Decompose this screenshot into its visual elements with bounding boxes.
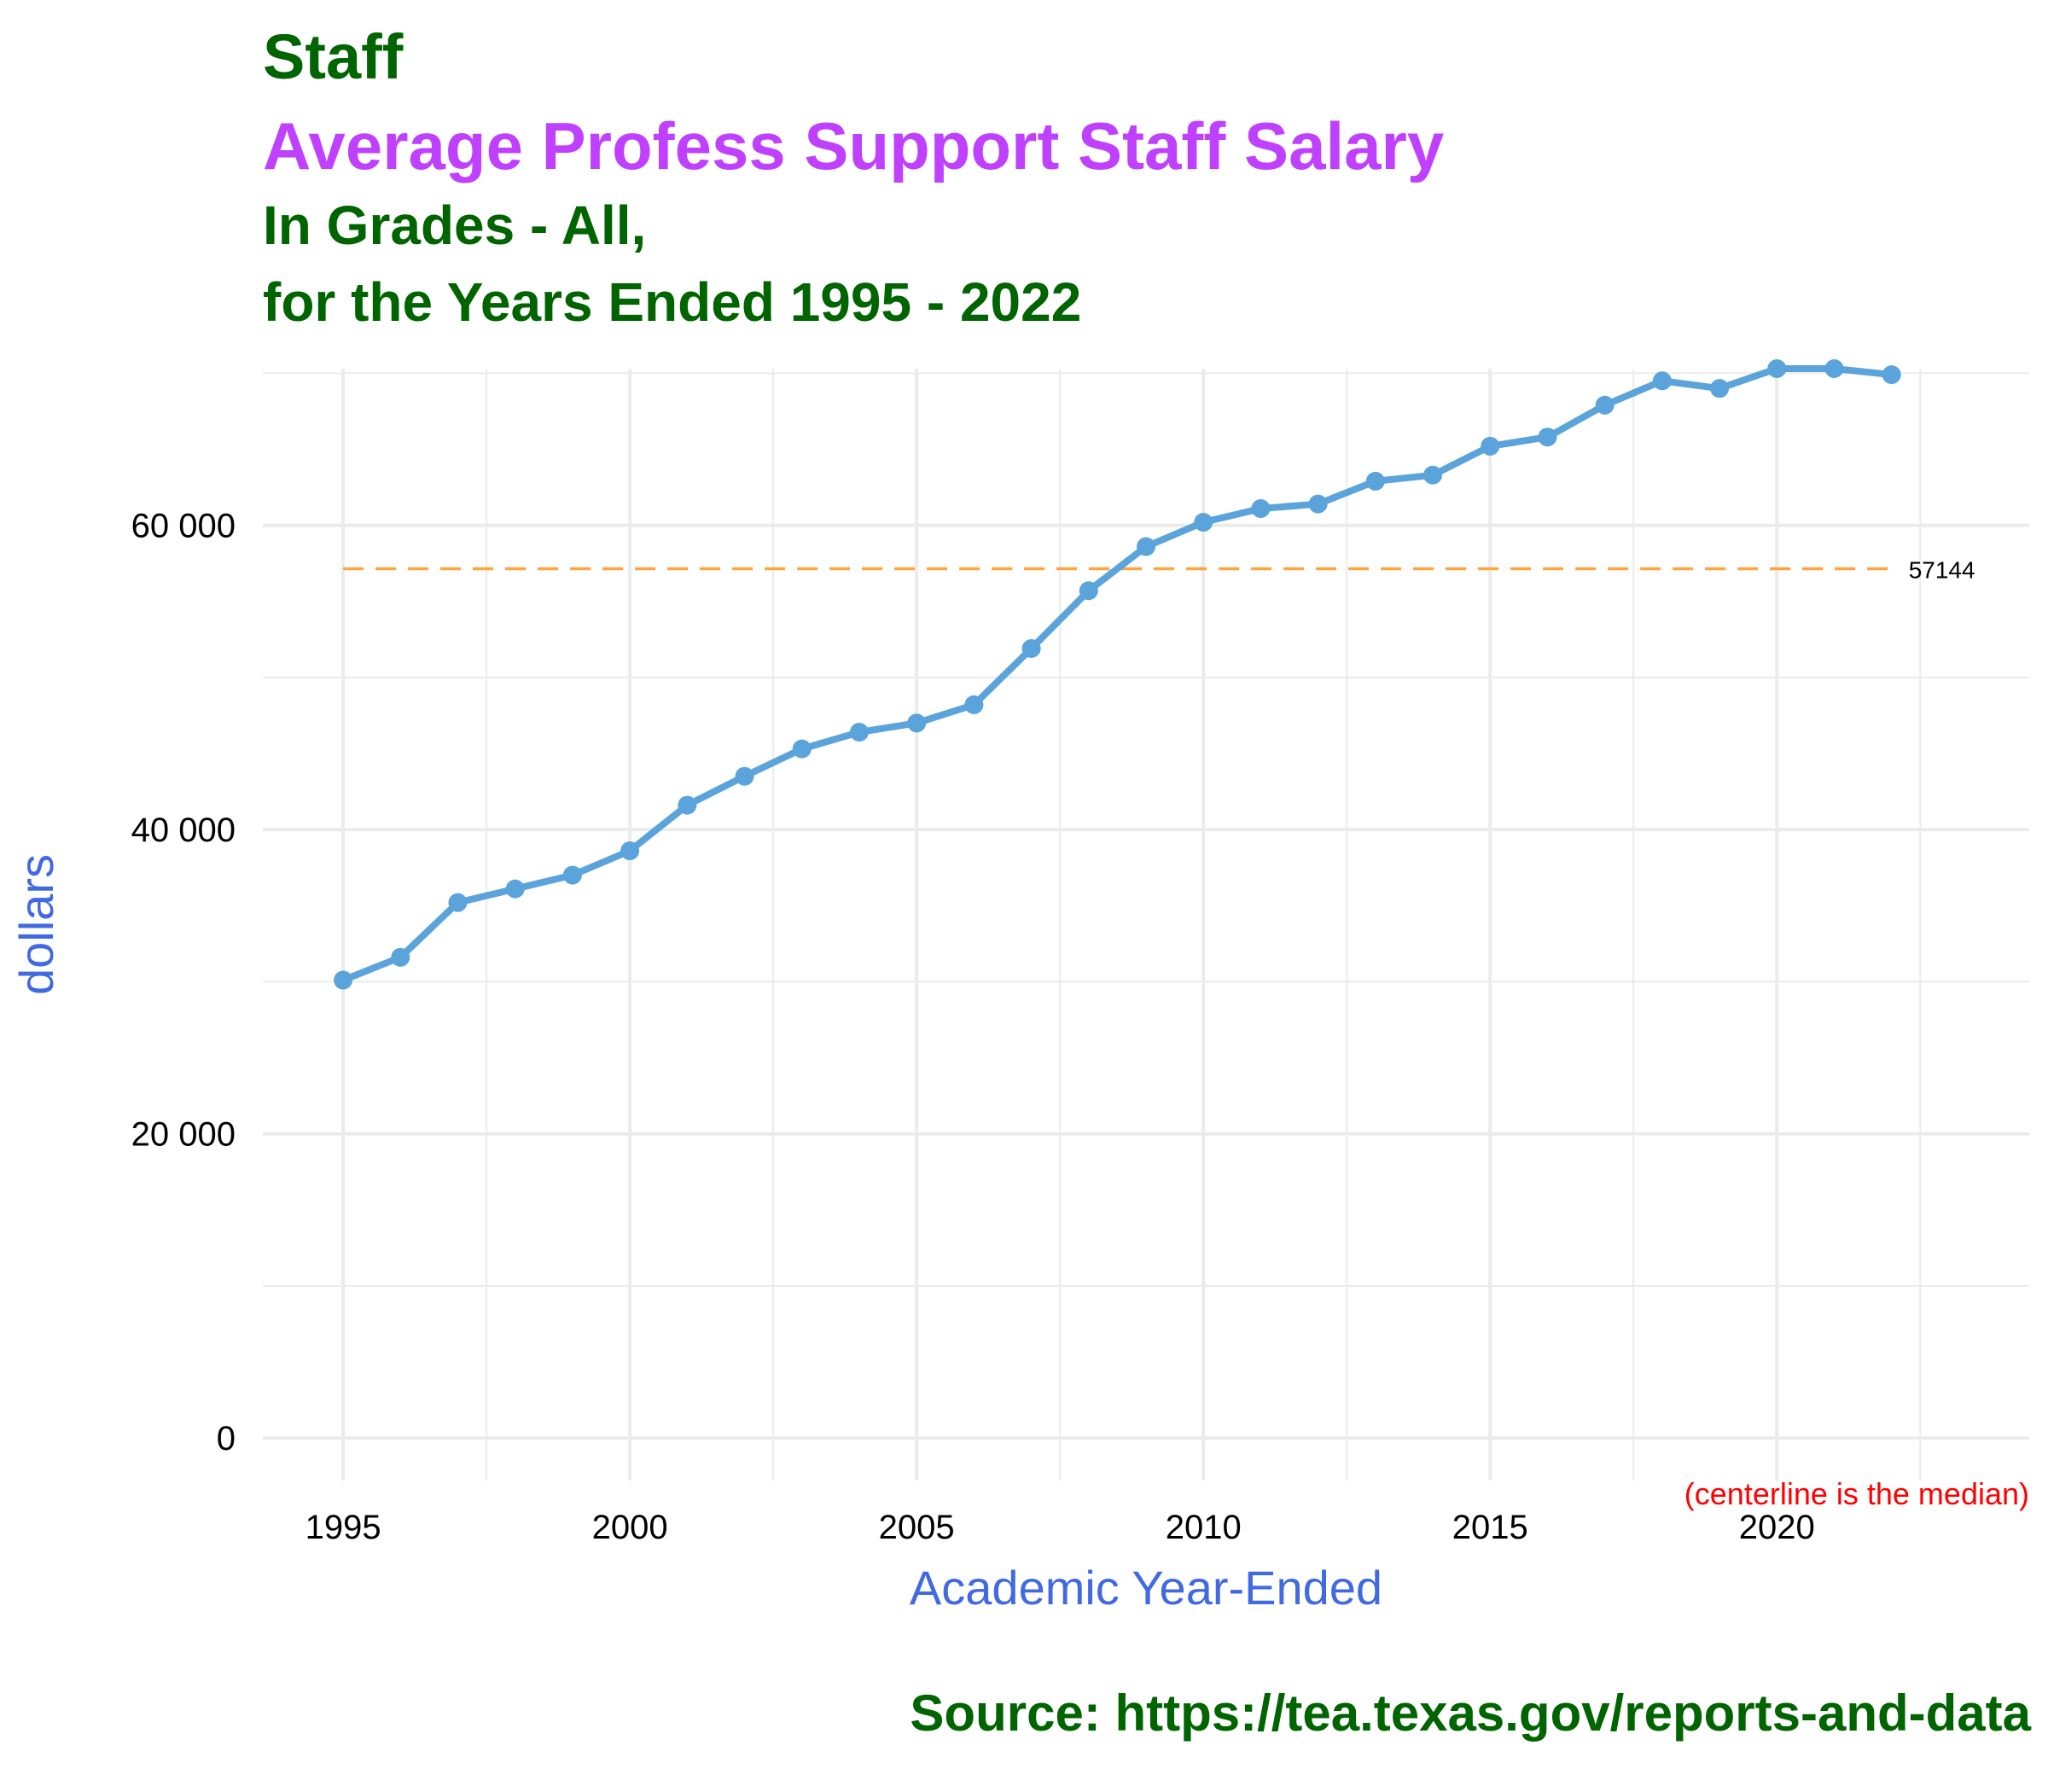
data-point (1595, 395, 1615, 415)
y-tick-label: 40 000 (131, 812, 236, 849)
minor-gridlines (263, 369, 2029, 1481)
chart-subtitle: Average Profess Support Staff Salary (263, 108, 1445, 183)
axis-labels: 0 20 000 40 000 60 000 1995 2000 2005 2010 2015 2… (9, 508, 2029, 1615)
major-gridlines (263, 369, 2029, 1481)
median-value-label: 57144 (1909, 557, 1975, 584)
data-point (1137, 537, 1155, 556)
data-point (1194, 513, 1213, 532)
y-tick-label: 60 000 (131, 508, 236, 545)
data-point (1021, 638, 1041, 658)
x-tick-label: 2000 (592, 1509, 668, 1546)
data-point (1710, 379, 1730, 399)
data-point (334, 970, 353, 990)
data-point (1481, 436, 1500, 456)
source-caption: Source: https://tea.texas.gov/reports-an… (910, 1684, 2031, 1742)
x-tick-label: 2015 (1452, 1509, 1528, 1546)
data-point (1824, 359, 1844, 378)
data-point (1308, 494, 1328, 514)
data-point (1538, 428, 1557, 447)
data-point (792, 739, 812, 759)
data-point (1079, 581, 1098, 601)
x-tick-label: 2010 (1166, 1509, 1242, 1546)
x-tick-label: 2020 (1739, 1509, 1815, 1546)
data-point (1423, 465, 1443, 485)
chart-caption-line-1: In Grades - All, (263, 195, 647, 256)
chart-caption-line-2: for the Years Ended 1995 - 2022 (263, 271, 1082, 333)
y-tick-label: 20 000 (131, 1116, 236, 1154)
data-point (391, 947, 410, 967)
chart-title: Staff (263, 21, 404, 92)
data-point (448, 893, 468, 912)
x-tick-label: 2005 (879, 1509, 955, 1546)
series-layer (334, 359, 1901, 990)
median-note: (centerline is the median) (1684, 1476, 2029, 1511)
x-axis-title: Academic Year-Ended (910, 1561, 1382, 1615)
data-point (562, 865, 582, 885)
data-point (964, 695, 984, 714)
median-layer: 57144 (343, 557, 1975, 584)
data-point (678, 795, 697, 815)
data-point (907, 713, 927, 733)
data-point (620, 841, 640, 861)
y-axis-title: dollars (9, 854, 63, 995)
data-point (505, 879, 525, 899)
data-point (1365, 471, 1385, 491)
data-point (735, 766, 754, 786)
data-point (1767, 359, 1787, 378)
y-tick-label: 0 (217, 1420, 236, 1457)
data-point (1251, 498, 1271, 518)
data-point (1882, 365, 1901, 385)
data-point (849, 723, 869, 742)
x-tick-label: 1995 (305, 1509, 381, 1546)
data-point (1652, 371, 1672, 391)
series-line (340, 365, 1895, 984)
